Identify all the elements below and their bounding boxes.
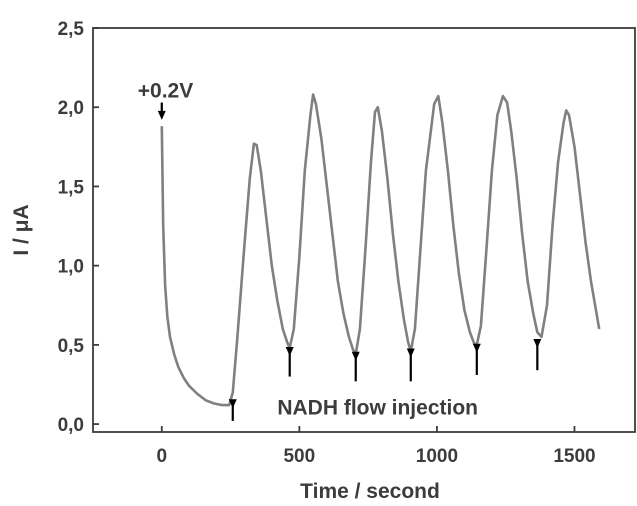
y-axis-title: I / μA: [10, 204, 33, 255]
y-tick-label: 2,5: [58, 19, 85, 40]
injection-arrow: [351, 351, 360, 382]
y-tick-label: 2,0: [58, 98, 84, 119]
plot-frame: [92, 27, 636, 433]
potential-label: +0.2V: [138, 80, 193, 103]
injection-arrow: [472, 343, 481, 375]
injection-arrow: [406, 348, 415, 382]
current-trace-line: [160, 93, 601, 407]
injection-arrow: [285, 346, 294, 377]
y-tick-label: 1,5: [58, 177, 85, 198]
y-axis: 0,0 0,5 1,0 1,5 2,0 2,5: [58, 19, 99, 436]
plot-area: [92, 27, 636, 433]
potential-arrow: [157, 102, 166, 120]
x-axis: 0 500 1000 1500: [156, 426, 596, 467]
annotations: +0.2V NADH flow injection: [138, 80, 542, 421]
x-axis-title: Time / second: [300, 480, 440, 503]
nadh-injection-label: NADH flow injection: [277, 397, 478, 420]
x-tick-label: 0: [156, 446, 167, 467]
y-tick-label: 1,0: [58, 257, 84, 278]
x-tick-label: 1500: [553, 446, 595, 467]
injection-arrow: [228, 399, 237, 421]
injection-arrow: [533, 339, 542, 371]
x-tick-label: 500: [283, 446, 315, 467]
y-tick-label: 0,5: [58, 336, 85, 357]
x-tick-label: 1000: [416, 446, 458, 467]
y-tick-label: 0,0: [58, 415, 84, 436]
